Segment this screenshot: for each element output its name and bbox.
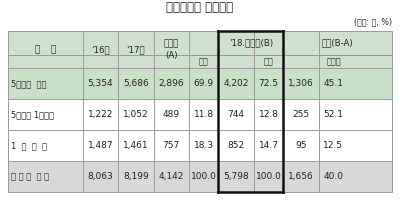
Bar bbox=[8, 99, 392, 130]
Text: 구    분: 구 분 bbox=[35, 45, 56, 54]
Text: 52.1: 52.1 bbox=[324, 110, 344, 119]
Text: 4,142: 4,142 bbox=[158, 172, 184, 181]
Text: 대출규모별 지원실적: 대출규모별 지원실적 bbox=[166, 1, 234, 14]
Text: 744: 744 bbox=[228, 110, 244, 119]
Text: 5천만원  이하: 5천만원 이하 bbox=[11, 79, 46, 88]
Text: 18.3: 18.3 bbox=[194, 141, 214, 150]
Text: 5,686: 5,686 bbox=[123, 79, 149, 88]
Text: 8,063: 8,063 bbox=[88, 172, 114, 181]
Text: 2,896: 2,896 bbox=[158, 79, 184, 88]
Text: 상반기
(A): 상반기 (A) bbox=[164, 40, 179, 60]
Text: 100.0: 100.0 bbox=[256, 172, 282, 181]
Text: '16년: '16년 bbox=[91, 45, 110, 54]
Text: 489: 489 bbox=[163, 110, 180, 119]
Text: 1,487: 1,487 bbox=[88, 141, 113, 150]
Text: 255: 255 bbox=[292, 110, 310, 119]
Text: 1,052: 1,052 bbox=[123, 110, 149, 119]
Bar bbox=[8, 130, 392, 161]
Text: 비중: 비중 bbox=[264, 57, 274, 66]
Text: 증감(B-A): 증감(B-A) bbox=[322, 38, 354, 47]
Bar bbox=[8, 161, 392, 192]
Text: 증감률: 증감률 bbox=[326, 57, 341, 66]
Text: '17년: '17년 bbox=[126, 45, 145, 54]
Text: 1,656: 1,656 bbox=[288, 172, 314, 181]
Text: 1,306: 1,306 bbox=[288, 79, 314, 88]
Text: 12.5: 12.5 bbox=[324, 141, 344, 150]
Text: (단위: 건, %): (단위: 건, %) bbox=[354, 17, 392, 26]
Text: 5,354: 5,354 bbox=[88, 79, 113, 88]
Text: 8,199: 8,199 bbox=[123, 172, 149, 181]
Text: '18.상반기(B): '18.상반기(B) bbox=[229, 38, 273, 47]
Text: 852: 852 bbox=[228, 141, 245, 150]
Text: 69.9: 69.9 bbox=[194, 79, 214, 88]
Text: 12.8: 12.8 bbox=[258, 110, 278, 119]
Bar bbox=[8, 68, 392, 99]
Text: 757: 757 bbox=[162, 141, 180, 150]
Text: 72.5: 72.5 bbox=[258, 79, 278, 88]
Text: 100.0: 100.0 bbox=[191, 172, 216, 181]
Text: 1,222: 1,222 bbox=[88, 110, 113, 119]
Bar bbox=[8, 31, 392, 68]
Text: 45.1: 45.1 bbox=[324, 79, 344, 88]
Text: 95: 95 bbox=[295, 141, 307, 150]
Text: 5천초과 1억이하: 5천초과 1억이하 bbox=[11, 110, 54, 119]
Text: 40.0: 40.0 bbox=[324, 172, 344, 181]
Text: 4,202: 4,202 bbox=[224, 79, 249, 88]
Text: 총 지 원  건 수: 총 지 원 건 수 bbox=[11, 172, 49, 181]
Text: 1  억  초  과: 1 억 초 과 bbox=[11, 141, 47, 150]
Text: 11.8: 11.8 bbox=[194, 110, 214, 119]
Text: 비중: 비중 bbox=[199, 57, 208, 66]
Text: 14.7: 14.7 bbox=[258, 141, 278, 150]
Text: 5,798: 5,798 bbox=[223, 172, 249, 181]
Text: 1,461: 1,461 bbox=[123, 141, 149, 150]
